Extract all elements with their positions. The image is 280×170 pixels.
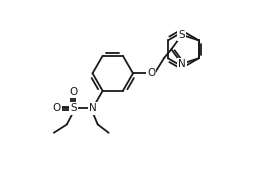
Text: O: O <box>52 103 60 113</box>
Text: O: O <box>147 68 155 78</box>
Text: N: N <box>89 103 96 113</box>
Text: S: S <box>179 30 185 40</box>
Text: S: S <box>70 103 77 113</box>
Text: O: O <box>69 87 78 97</box>
Text: N: N <box>178 59 186 69</box>
